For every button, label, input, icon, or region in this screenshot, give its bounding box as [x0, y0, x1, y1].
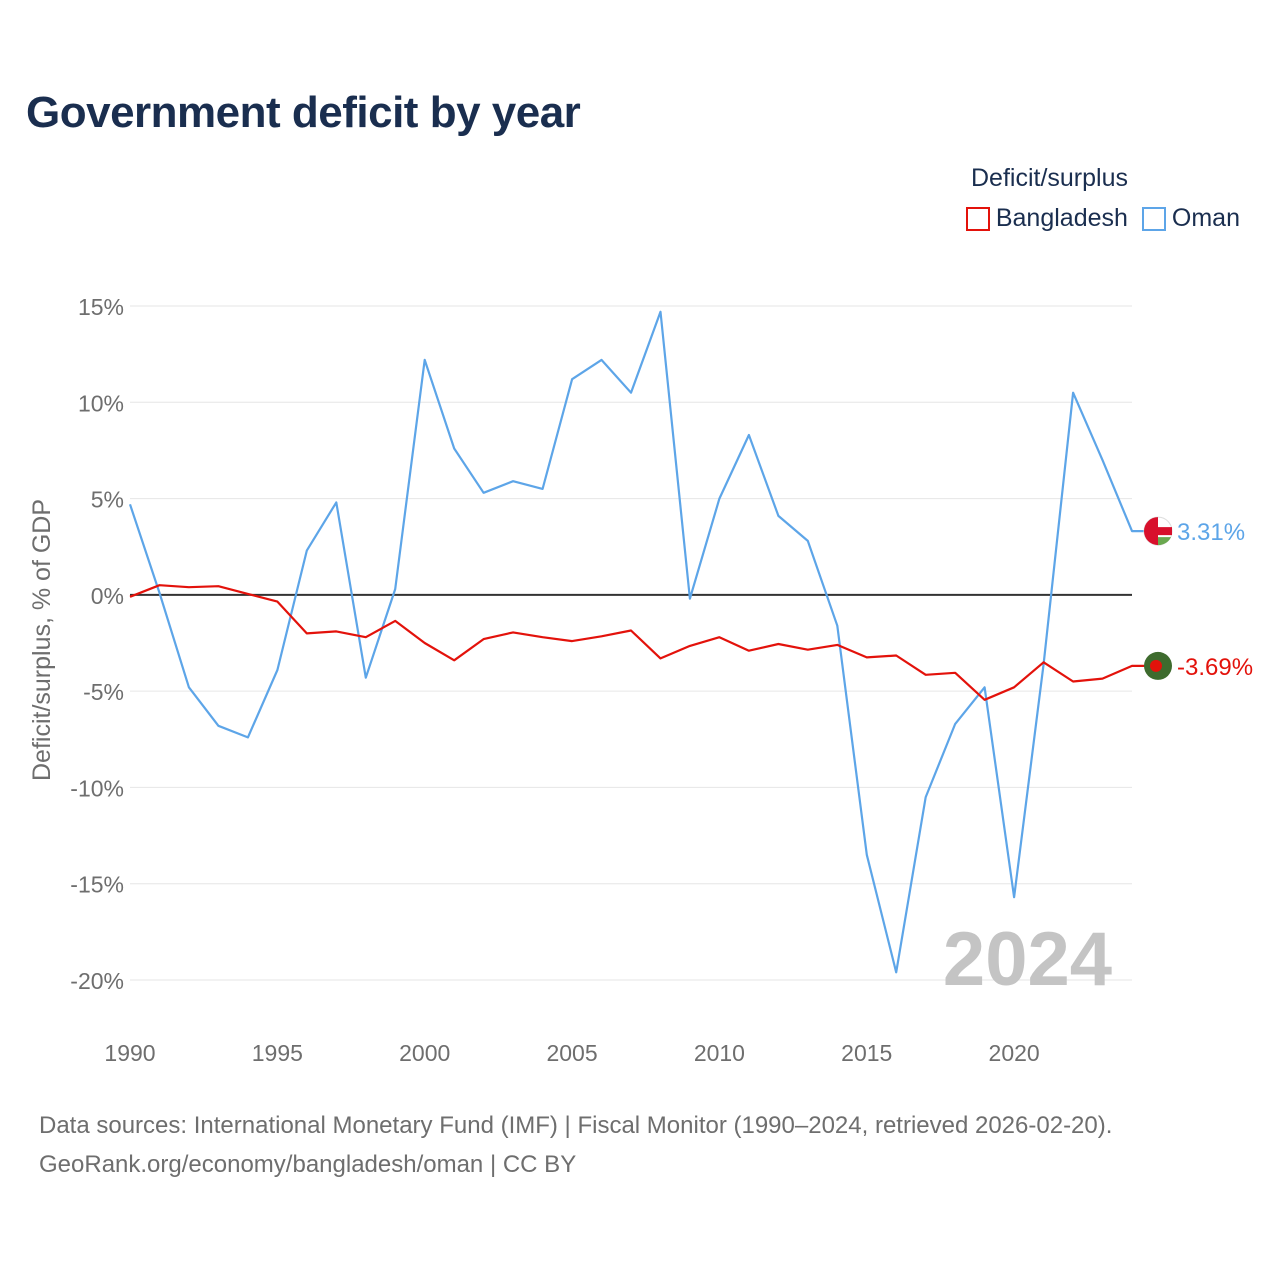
flag-icon-oman [1143, 516, 1173, 546]
year-watermark: 2024 [943, 917, 1112, 1002]
y-tick-label: -20% [70, 968, 124, 994]
gridlines [130, 305, 1132, 981]
legend-label-oman: Oman [1171, 204, 1240, 232]
footer: Data sources: International Monetary Fun… [39, 1106, 1112, 1184]
series-lines [128, 310, 1146, 974]
x-tick-label: 2010 [694, 1040, 745, 1066]
legend-swatch-oman [1141, 206, 1166, 231]
legend-label-bangladesh: Bangladesh [995, 204, 1128, 232]
x-tick-label: 2015 [841, 1040, 892, 1066]
x-tick-label: 1990 [104, 1040, 155, 1066]
series-line-oman [128, 310, 1146, 974]
x-axis-ticks: 1990 1995 2000 2005 2010 2015 2020 [104, 1040, 1039, 1066]
legend-swatch-bangladesh [965, 206, 990, 231]
legend: Bangladesh Oman [965, 204, 1240, 233]
y-tick-label: -5% [83, 679, 124, 705]
footer-credit: GeoRank.org/economy/bangladesh/oman | CC… [39, 1151, 577, 1178]
y-axis-ticks: 15% 10% 5% 0% -5% -10% -15% -20% [70, 294, 124, 994]
x-tick-label: 1995 [252, 1040, 303, 1066]
legend-item-bangladesh[interactable]: Bangladesh [965, 204, 1128, 233]
end-markers: 3.31% -3.69% [1143, 516, 1253, 681]
legend-item-oman[interactable]: Oman [1141, 204, 1240, 233]
x-tick-label: 2000 [399, 1040, 450, 1066]
end-value-label-oman: 3.31% [1177, 519, 1245, 546]
series-line-bangladesh [129, 584, 1146, 701]
x-tick-label: 2020 [989, 1040, 1040, 1066]
chart-title: Government deficit by year [26, 88, 581, 137]
flag-icon-bangladesh [1144, 651, 1172, 680]
x-tick-label: 2005 [546, 1040, 597, 1066]
footer-sources: Data sources: International Monetary Fun… [39, 1112, 1113, 1139]
y-tick-label: 10% [78, 390, 124, 416]
y-tick-label: 15% [78, 294, 124, 320]
y-tick-label: 5% [91, 487, 124, 513]
y-axis-label: Deficit/surplus, % of GDP [28, 499, 56, 781]
y-tick-label: -10% [70, 775, 124, 801]
legend-title: Deficit/surplus [971, 164, 1128, 192]
y-tick-label: 0% [91, 583, 124, 609]
end-value-label-bangladesh: -3.69% [1177, 654, 1253, 681]
y-tick-label: -15% [70, 872, 124, 898]
